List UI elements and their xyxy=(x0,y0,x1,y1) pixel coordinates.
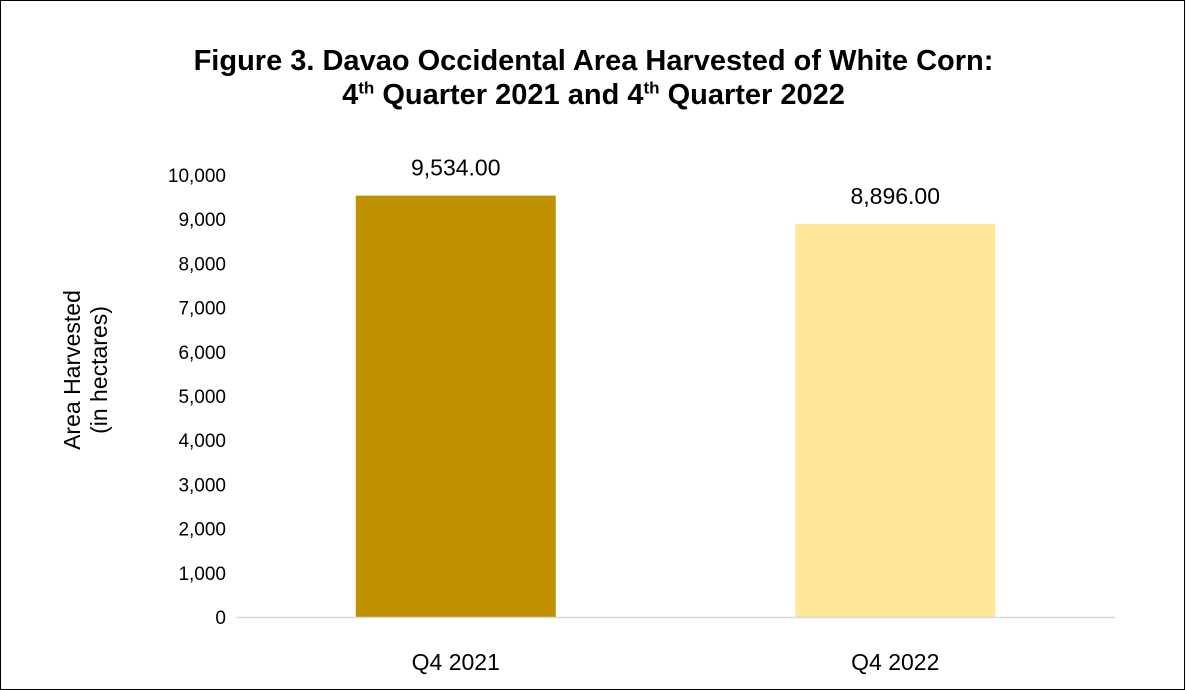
title-part3: Quarter 2022 xyxy=(659,79,845,111)
data-label: 8,896.00 xyxy=(850,183,940,209)
title-sup1: th xyxy=(358,78,375,98)
y-tick-label: 7,000 xyxy=(178,299,226,320)
chart-title-line1: Figure 3. Davao Occidental Area Harveste… xyxy=(193,45,994,77)
title-part1: 4 xyxy=(342,79,359,111)
y-tick-label: 9,000 xyxy=(178,210,226,231)
data-label: 9,534.00 xyxy=(411,155,501,181)
x-category-label: Q4 2021 xyxy=(412,649,500,675)
bar-1 xyxy=(355,195,556,617)
title-part2: Quarter 2021 and 4 xyxy=(374,79,644,111)
bar-2 xyxy=(795,223,996,617)
chart-title: Figure 3. Davao Occidental Area Harveste… xyxy=(0,44,1187,112)
y-tick-label: 3,000 xyxy=(178,475,226,496)
y-tick-label: 1,000 xyxy=(178,564,226,585)
y-tick-label: 5,000 xyxy=(178,387,226,408)
y-tick-label: 8,000 xyxy=(178,254,226,275)
title-sup2: th xyxy=(643,78,660,98)
y-tick-label: 0 xyxy=(215,608,226,629)
chart-title-line2: 4th Quarter 2021 and 4th Quarter 2022 xyxy=(0,78,1187,112)
x-category-label: Q4 2022 xyxy=(851,649,939,675)
y-tick-label: 2,000 xyxy=(178,520,226,541)
y-tick-label: 4,000 xyxy=(178,431,226,452)
y-tick-label: 10,000 xyxy=(168,166,226,187)
y-tick-label: 6,000 xyxy=(178,343,226,364)
